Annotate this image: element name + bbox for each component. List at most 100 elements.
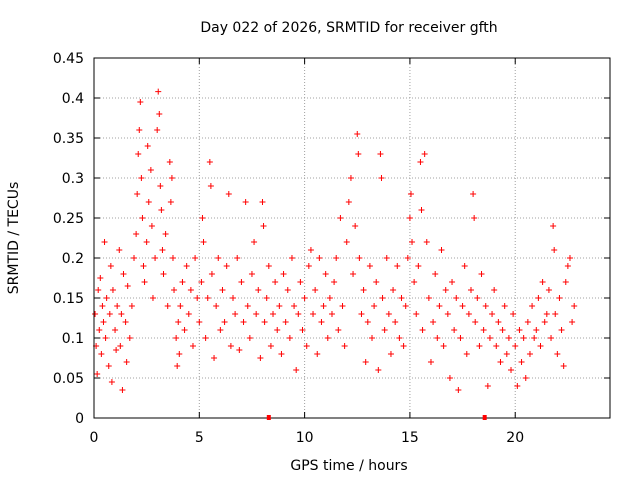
data-point xyxy=(158,207,165,213)
data-point xyxy=(385,311,392,317)
data-point xyxy=(554,351,561,357)
data-point xyxy=(503,351,510,357)
data-point xyxy=(198,279,205,285)
data-point xyxy=(162,231,169,237)
data-point xyxy=(531,335,538,341)
data-point xyxy=(413,311,420,317)
data-point xyxy=(417,159,424,165)
data-point xyxy=(493,343,500,349)
data-point xyxy=(240,319,247,325)
data-point xyxy=(379,295,386,301)
data-point xyxy=(122,319,129,325)
data-point xyxy=(463,351,470,357)
data-point xyxy=(173,335,180,341)
data-point xyxy=(175,319,182,325)
data-point xyxy=(230,295,237,301)
data-point xyxy=(556,295,563,301)
data-point xyxy=(551,247,558,253)
y-tick-label: 0.4 xyxy=(62,91,84,107)
grid-lines xyxy=(94,58,610,418)
data-point xyxy=(238,279,245,285)
data-point xyxy=(166,159,173,165)
data-point xyxy=(259,199,266,205)
data-point xyxy=(147,167,154,173)
data-point xyxy=(103,295,110,301)
data-point xyxy=(484,383,491,389)
data-point xyxy=(160,271,167,277)
data-point xyxy=(265,263,272,269)
y-tick-label: 0.3 xyxy=(62,171,84,187)
data-point xyxy=(124,283,131,289)
y-tick-label: 0.15 xyxy=(53,291,84,307)
data-point xyxy=(215,255,222,261)
data-point xyxy=(427,359,434,365)
data-point xyxy=(358,311,365,317)
y-tick-label: 0.05 xyxy=(53,371,84,387)
data-point xyxy=(360,287,367,293)
data-point xyxy=(242,199,249,205)
data-point xyxy=(512,343,519,349)
data-point xyxy=(396,335,403,341)
data-point xyxy=(278,351,285,357)
data-point xyxy=(102,335,109,341)
data-point xyxy=(274,327,281,333)
data-point xyxy=(267,343,274,349)
data-point xyxy=(155,88,162,95)
data-point xyxy=(297,279,304,285)
data-point xyxy=(446,375,453,381)
data-point xyxy=(106,311,113,317)
data-point xyxy=(211,355,218,361)
data-point xyxy=(136,127,143,133)
data-point xyxy=(472,319,479,325)
data-point xyxy=(126,335,133,341)
data-point xyxy=(467,287,474,293)
data-point xyxy=(157,183,164,189)
data-point xyxy=(415,263,422,269)
data-point xyxy=(109,287,116,293)
data-point xyxy=(164,303,171,309)
data-point xyxy=(366,263,373,269)
data-point xyxy=(174,363,181,369)
data-point xyxy=(135,151,142,157)
data-point xyxy=(390,287,397,293)
data-point xyxy=(257,355,264,361)
data-point xyxy=(112,327,119,333)
data-point xyxy=(514,383,521,389)
data-point xyxy=(550,223,557,229)
data-point xyxy=(145,199,152,205)
data-point xyxy=(318,319,325,325)
data-point xyxy=(499,327,506,333)
data-point xyxy=(476,343,483,349)
data-point xyxy=(394,263,401,269)
data-point xyxy=(444,311,451,317)
axis-markers xyxy=(266,415,487,420)
data-point xyxy=(217,327,224,333)
data-point xyxy=(167,199,174,205)
data-point xyxy=(208,271,215,277)
data-point xyxy=(423,239,430,245)
data-point xyxy=(392,319,399,325)
data-points xyxy=(92,88,578,393)
data-point xyxy=(139,215,146,221)
data-point xyxy=(105,363,112,369)
data-point xyxy=(118,311,125,317)
chart-title: Day 022 of 2026, SRMTID for receiver gft… xyxy=(200,20,497,36)
data-point xyxy=(232,311,239,317)
data-point xyxy=(213,303,220,309)
data-point xyxy=(320,303,327,309)
data-point xyxy=(535,295,542,301)
data-point xyxy=(152,255,159,261)
data-point xyxy=(204,295,211,301)
y-tick-label: 0.35 xyxy=(53,131,84,147)
data-point xyxy=(510,311,517,317)
y-tick-label: 0.45 xyxy=(53,51,84,67)
data-point xyxy=(176,351,183,357)
data-point xyxy=(543,311,550,317)
data-point xyxy=(352,223,359,229)
data-point xyxy=(505,335,512,341)
data-point xyxy=(202,335,209,341)
axis-marker xyxy=(266,415,271,420)
data-point xyxy=(343,239,350,245)
data-point xyxy=(524,319,531,325)
